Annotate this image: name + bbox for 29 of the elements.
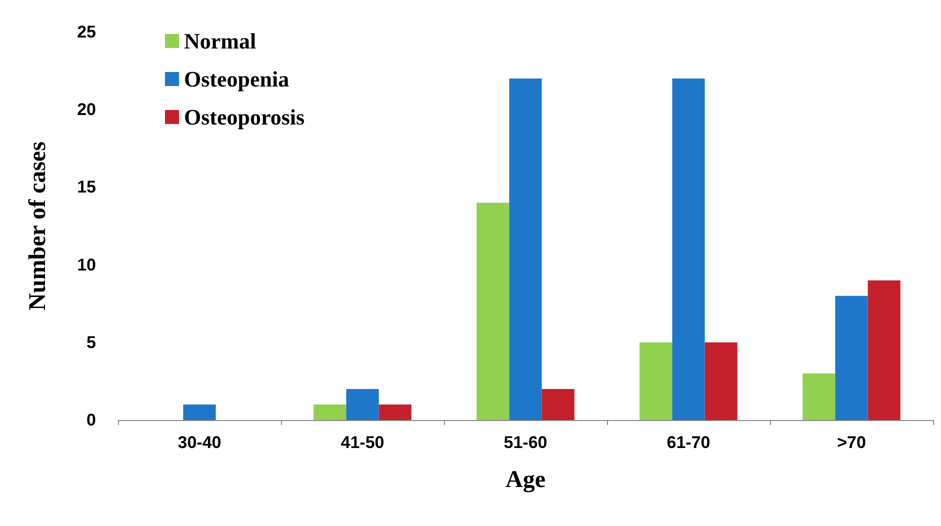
x-tick-label: 61-70	[666, 433, 710, 452]
bar	[378, 404, 412, 420]
bar	[802, 373, 836, 420]
bar	[183, 404, 216, 420]
bar	[542, 388, 574, 420]
x-tick-label: 51-60	[504, 433, 548, 452]
bar	[476, 202, 510, 420]
y-tick-label: 15	[77, 178, 96, 197]
y-tick-label: 25	[77, 22, 96, 42]
bar	[640, 342, 672, 420]
legend-label: Osteoporosis	[184, 104, 306, 130]
y-axis-title: Number of cases	[25, 142, 51, 310]
bar	[314, 404, 346, 420]
bar	[672, 78, 705, 420]
bar	[346, 388, 379, 420]
bar	[509, 78, 542, 420]
bar	[868, 280, 900, 420]
x-tick-label: >70	[837, 433, 866, 452]
y-tick-label: 5	[86, 332, 96, 352]
x-tick-label: 41-50	[340, 433, 384, 452]
y-tick-label: 0	[86, 410, 96, 430]
bar	[835, 296, 868, 420]
x-tick-label: 30-40	[178, 433, 222, 452]
y-tick-label: 10	[77, 255, 96, 274]
legend-label: Osteopenia	[184, 66, 290, 92]
legend-label: Normal	[184, 28, 256, 54]
y-tick-label: 20	[77, 100, 96, 120]
x-axis-title: Age	[506, 467, 546, 493]
bar	[704, 342, 738, 420]
